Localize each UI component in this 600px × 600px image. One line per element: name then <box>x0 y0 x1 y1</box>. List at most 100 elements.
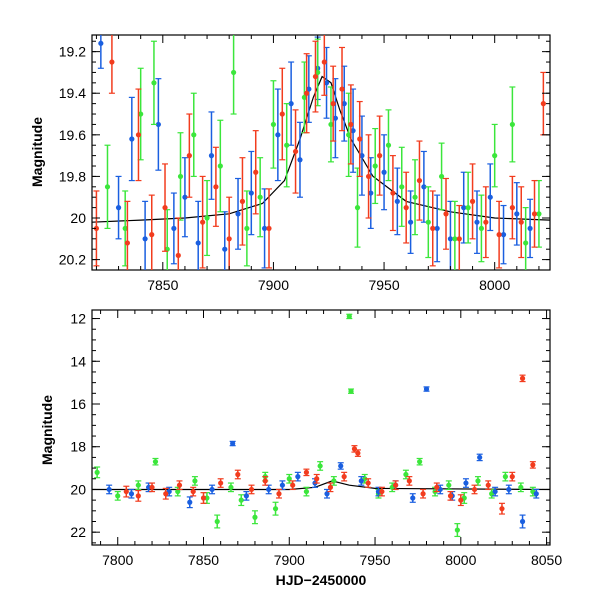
data-point-blue <box>492 486 499 497</box>
marker <box>519 375 526 381</box>
data-point-red <box>443 177 450 250</box>
marker <box>385 142 392 148</box>
marker <box>244 225 250 232</box>
x-tick-label: 7950 <box>368 277 399 293</box>
data-point-blue <box>358 115 365 196</box>
marker <box>200 219 206 225</box>
data-point-red <box>93 190 100 267</box>
marker <box>416 177 423 184</box>
marker <box>104 184 111 190</box>
marker <box>106 486 112 493</box>
marker <box>359 153 365 159</box>
marker <box>540 101 546 107</box>
y-tick-label: 22 <box>70 524 86 540</box>
data-point-green <box>114 490 121 501</box>
data-point-blue <box>274 88 281 182</box>
data-point-green <box>474 476 481 486</box>
data-point-blue <box>208 111 215 200</box>
x-tick-label: 7900 <box>258 277 289 293</box>
data-point-red <box>471 484 478 495</box>
marker <box>142 236 148 242</box>
data-point-red <box>376 115 383 196</box>
marker <box>417 459 423 465</box>
marker <box>191 132 197 138</box>
data-point-blue <box>476 453 483 462</box>
bottom-axis-ticks <box>92 310 550 545</box>
x-tick-label: 7850 <box>188 552 219 568</box>
marker <box>509 121 515 128</box>
top-axis-ticks <box>92 35 550 271</box>
data-point-blue <box>265 484 272 495</box>
marker <box>381 169 387 175</box>
data-point-green <box>535 179 542 248</box>
data-point-green <box>522 207 529 270</box>
data-point-red <box>217 478 224 488</box>
bottom-model-curve <box>92 480 550 491</box>
marker <box>492 153 498 159</box>
marker <box>368 190 374 196</box>
y-tick-label: 19.6 <box>59 127 86 143</box>
x-tick-label: 7850 <box>147 277 178 293</box>
data-point-red <box>312 40 319 113</box>
marker <box>128 491 135 497</box>
marker <box>456 236 462 242</box>
data-point-red <box>429 190 436 267</box>
data-point-blue <box>407 190 414 254</box>
marker <box>399 184 405 190</box>
data-point-blue <box>97 35 104 69</box>
marker <box>253 169 259 175</box>
marker <box>523 240 529 246</box>
data-point-blue <box>505 484 512 495</box>
marker <box>187 499 193 505</box>
marker <box>248 190 254 196</box>
x-tick-label: 8000 <box>479 277 510 293</box>
data-point-red <box>186 113 193 198</box>
marker <box>338 463 344 469</box>
data-point-red <box>447 490 454 501</box>
marker <box>162 205 168 211</box>
data-point-green <box>502 471 509 482</box>
data-point-blue <box>423 386 430 392</box>
x-tick-label: 7900 <box>274 552 305 568</box>
data-point-blue <box>235 177 242 250</box>
data-point-red <box>482 186 489 259</box>
data-point-green <box>445 480 452 491</box>
marker <box>500 232 507 238</box>
data-point-red <box>327 482 334 493</box>
data-point-blue <box>381 134 388 211</box>
marker <box>377 153 383 159</box>
marker <box>226 236 232 242</box>
data-point-green <box>425 186 432 259</box>
data-point-green <box>230 35 237 115</box>
marker <box>394 198 400 204</box>
data-point-green <box>152 457 159 466</box>
data-point-red <box>403 171 410 244</box>
marker <box>406 478 412 484</box>
marker <box>509 205 515 211</box>
data-point-red <box>519 374 526 383</box>
data-point-red <box>135 88 142 182</box>
marker <box>272 506 279 512</box>
data-point-green <box>509 86 516 163</box>
data-point-blue <box>288 61 295 146</box>
marker <box>275 132 281 138</box>
data-point-green <box>190 92 197 178</box>
marker <box>135 132 142 138</box>
data-point-blue <box>527 198 534 259</box>
marker <box>303 488 310 495</box>
marker <box>261 225 268 232</box>
marker <box>243 493 249 499</box>
data-point-blue <box>106 484 113 495</box>
data-point-green <box>94 466 101 479</box>
marker <box>469 198 476 204</box>
marker <box>365 173 372 180</box>
marker <box>403 471 409 478</box>
marker <box>465 205 471 211</box>
data-point-blue <box>324 488 331 499</box>
data-point-green <box>327 86 334 163</box>
data-point-red <box>485 480 492 491</box>
marker <box>177 173 184 180</box>
data-point-blue <box>115 175 122 240</box>
data-point-red <box>496 200 503 269</box>
top-data-points <box>93 35 547 270</box>
